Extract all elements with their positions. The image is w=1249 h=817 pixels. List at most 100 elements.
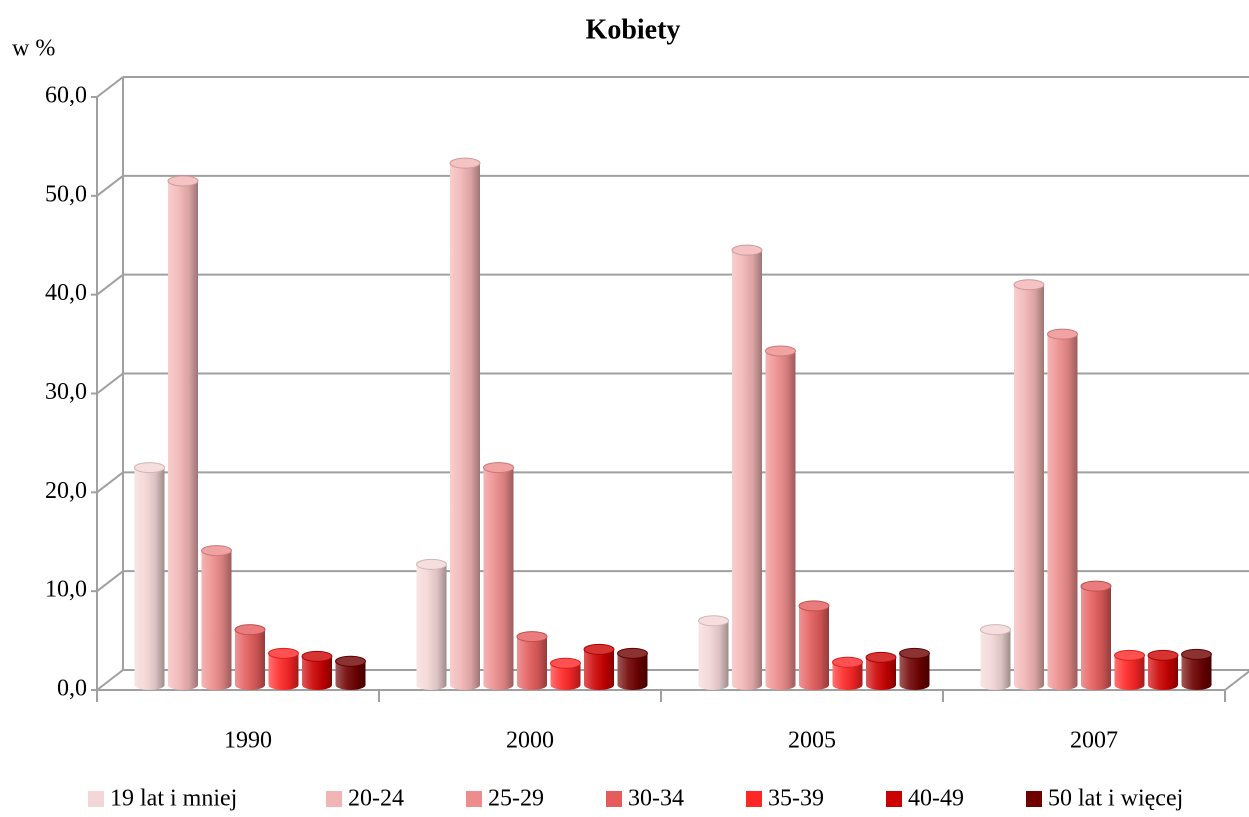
bar	[201, 545, 232, 690]
bar	[1147, 649, 1179, 690]
bar	[617, 647, 648, 690]
bar-body	[335, 661, 366, 685]
bar-body	[201, 550, 232, 685]
bar	[731, 244, 763, 690]
bar-body	[416, 564, 447, 685]
bar-top	[583, 643, 615, 655]
bar-top	[899, 647, 930, 659]
bar-top	[1181, 648, 1212, 660]
bar-top	[1080, 580, 1112, 592]
y-tick-label: 0,0	[57, 676, 87, 702]
bar-top	[1013, 279, 1045, 291]
bar-body	[980, 629, 1011, 685]
bar	[980, 624, 1011, 690]
bar-top	[731, 244, 763, 256]
bar-top	[550, 657, 581, 669]
x-tick-label: 2000	[506, 728, 554, 754]
grid-line-side	[96, 76, 124, 98]
legend-swatch	[606, 791, 622, 807]
bar	[335, 655, 366, 690]
legend-label: 20-24	[348, 786, 404, 812]
grid-line-side	[96, 273, 124, 296]
bar-body	[235, 629, 265, 685]
bar-top	[201, 545, 232, 557]
bar-body	[1014, 284, 1044, 685]
legend-label: 35-39	[768, 786, 824, 812]
bar-top	[301, 650, 333, 662]
bar	[765, 345, 796, 690]
bar-body	[483, 467, 514, 685]
bar	[268, 647, 299, 690]
legend-label: 50 lat i więcej	[1048, 786, 1183, 812]
legend-swatch	[1026, 791, 1042, 807]
bar-top	[1147, 649, 1179, 661]
legend-swatch	[886, 791, 902, 807]
bar	[1114, 649, 1145, 690]
bar	[550, 657, 581, 690]
bar-top	[832, 656, 863, 668]
bar	[698, 615, 729, 690]
bar-body	[732, 250, 762, 685]
bar	[1047, 328, 1078, 690]
y-tick-label: 40,0	[45, 280, 87, 306]
y-tick-label: 10,0	[45, 577, 87, 603]
bar-top	[234, 624, 266, 636]
x-tick-label: 2007	[1070, 728, 1118, 754]
bar-body	[698, 620, 729, 685]
legend-label: 30-34	[628, 786, 684, 812]
bar-top	[698, 615, 729, 627]
bar	[234, 624, 266, 690]
bar	[865, 651, 897, 690]
bar-body	[832, 662, 863, 685]
y-tick-label: 20,0	[45, 478, 87, 504]
bar	[167, 175, 199, 690]
x-tick-label: 2005	[788, 728, 836, 754]
bar-top	[798, 600, 830, 612]
bar-top	[449, 157, 481, 169]
bar-top	[516, 631, 548, 643]
legend-swatch	[326, 791, 342, 807]
bar-top	[617, 647, 648, 659]
bar	[449, 157, 481, 690]
bar-body	[1081, 586, 1111, 685]
bar-top	[1114, 649, 1145, 661]
bar	[1080, 580, 1112, 690]
bar-body	[134, 467, 165, 685]
bar	[301, 650, 333, 690]
bar-body	[550, 663, 581, 685]
bar-top	[765, 345, 796, 357]
bar-top	[483, 462, 514, 474]
bar-top	[416, 558, 447, 570]
legend-swatch	[466, 791, 482, 807]
y-tick-label: 60,0	[45, 83, 87, 109]
bar-body	[168, 180, 198, 685]
bar-body	[584, 649, 614, 685]
bar	[516, 631, 548, 690]
legend-label: 40-49	[908, 786, 964, 812]
bar-top	[335, 655, 366, 667]
legend-label: 25-29	[488, 786, 544, 812]
bar	[134, 462, 165, 690]
legend-swatch	[88, 791, 104, 807]
bar-top	[980, 624, 1011, 636]
y-tick-label: 50,0	[45, 181, 87, 207]
grid-line-side	[96, 570, 124, 592]
bar	[1181, 648, 1212, 690]
bar-body	[799, 605, 829, 685]
y-tick-label: 30,0	[45, 379, 87, 405]
bar-body	[1047, 334, 1078, 685]
grid-line-side	[96, 372, 124, 395]
legend-label: 19 lat i mniej	[110, 786, 237, 812]
bar-top	[268, 647, 299, 659]
bar-top	[167, 175, 199, 187]
bar-top	[1047, 328, 1078, 340]
y-axis-label: w %	[12, 36, 55, 62]
bar-top	[865, 651, 897, 663]
bar-body	[765, 350, 796, 685]
bar-body	[517, 636, 547, 685]
grid-line-side	[96, 471, 124, 494]
x-tick-label: 1990	[224, 728, 272, 754]
bar	[583, 643, 615, 690]
floor-right-edge	[1224, 670, 1249, 691]
